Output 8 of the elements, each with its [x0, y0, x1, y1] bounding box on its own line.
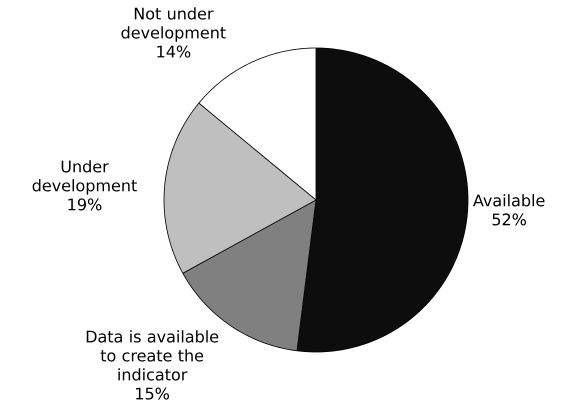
data-label: 14%: [157, 46, 190, 58]
data-label: 15%: [136, 387, 170, 400]
slice-label: Not under development: [121, 7, 226, 42]
data-label: 52%: [492, 213, 526, 226]
slice-label: Data is available to create the indicator: [86, 330, 218, 381]
slice-label: Available: [473, 194, 544, 206]
slice-label: Under development: [32, 160, 137, 195]
data-label: 19%: [68, 198, 102, 210]
